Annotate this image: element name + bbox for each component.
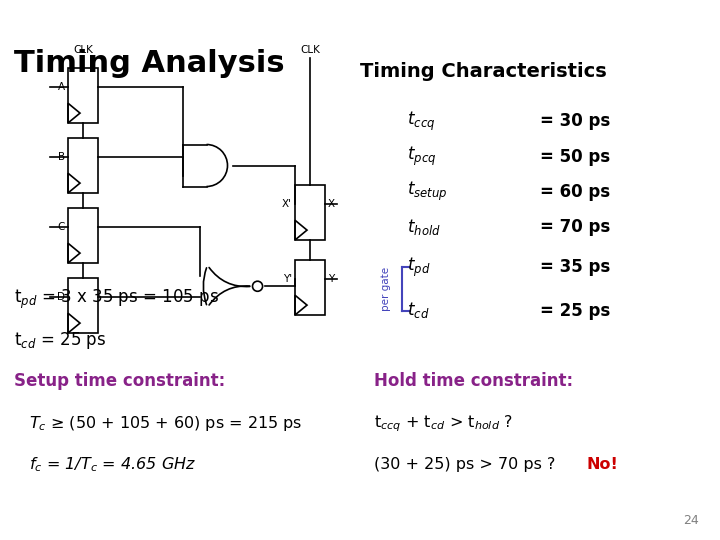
Text: D: D	[57, 292, 65, 302]
Text: t$_{ccq}$ + t$_{cd}$ > t$_{hold}$ ?: t$_{ccq}$ + t$_{cd}$ > t$_{hold}$ ?	[374, 414, 513, 434]
Text: = 35 ps: = 35 ps	[540, 258, 611, 276]
Text: t$_{cd}$ = 25 ps: t$_{cd}$ = 25 ps	[14, 330, 107, 350]
Text: 24: 24	[683, 514, 698, 526]
Text: A: A	[58, 82, 65, 92]
Bar	[295, 260, 325, 315]
Bar	[295, 185, 325, 240]
Text: CLK: CLK	[300, 45, 320, 55]
Text: X': X'	[282, 199, 292, 209]
Text: Y': Y'	[283, 274, 292, 284]
Text: = 60 ps: = 60 ps	[540, 183, 610, 201]
Bar	[68, 278, 98, 333]
Text: t$_{pd}$: t$_{pd}$	[407, 256, 431, 279]
Text: No!: No!	[587, 457, 618, 472]
Text: (30 + 25) ps > 70 ps ?: (30 + 25) ps > 70 ps ?	[374, 457, 566, 472]
Text: t$_{ccq}$: t$_{ccq}$	[407, 110, 435, 133]
Text: Timing Analysis: Timing Analysis	[14, 49, 285, 78]
Text: $f_c$ = 1/$T_c$ = 4.65 GHz: $f_c$ = 1/$T_c$ = 4.65 GHz	[29, 455, 196, 474]
Text: t$_{cd}$: t$_{cd}$	[407, 300, 429, 321]
Text: X: X	[328, 199, 335, 209]
Text: CLK: CLK	[73, 45, 93, 55]
Text: Timing Characteristics: Timing Characteristics	[360, 62, 607, 81]
Text: t$_{setup}$: t$_{setup}$	[407, 180, 448, 203]
Bar	[68, 138, 98, 193]
Text: t$_{pcq}$: t$_{pcq}$	[407, 145, 436, 168]
Text: Y: Y	[328, 274, 334, 284]
Text: B: B	[58, 152, 65, 162]
Text: = 50 ps: = 50 ps	[540, 147, 610, 166]
Text: = 70 ps: = 70 ps	[540, 218, 611, 236]
Bar	[68, 68, 98, 123]
Text: Hold time constraint:: Hold time constraint:	[374, 372, 574, 390]
Text: t$_{pd}$ = 3 x 35 ps = 105 ps: t$_{pd}$ = 3 x 35 ps = 105 ps	[14, 288, 220, 311]
Text: t$_{hold}$: t$_{hold}$	[407, 217, 441, 237]
Bar	[68, 208, 98, 263]
Text: per gate: per gate	[382, 267, 392, 311]
Text: = 25 ps: = 25 ps	[540, 301, 611, 320]
Text: Setup time constraint:: Setup time constraint:	[14, 372, 225, 390]
Text: C: C	[58, 222, 65, 232]
Text: = 30 ps: = 30 ps	[540, 112, 611, 131]
Text: $T_c$ ≥ (50 + 105 + 60) ps = 215 ps: $T_c$ ≥ (50 + 105 + 60) ps = 215 ps	[29, 414, 302, 434]
